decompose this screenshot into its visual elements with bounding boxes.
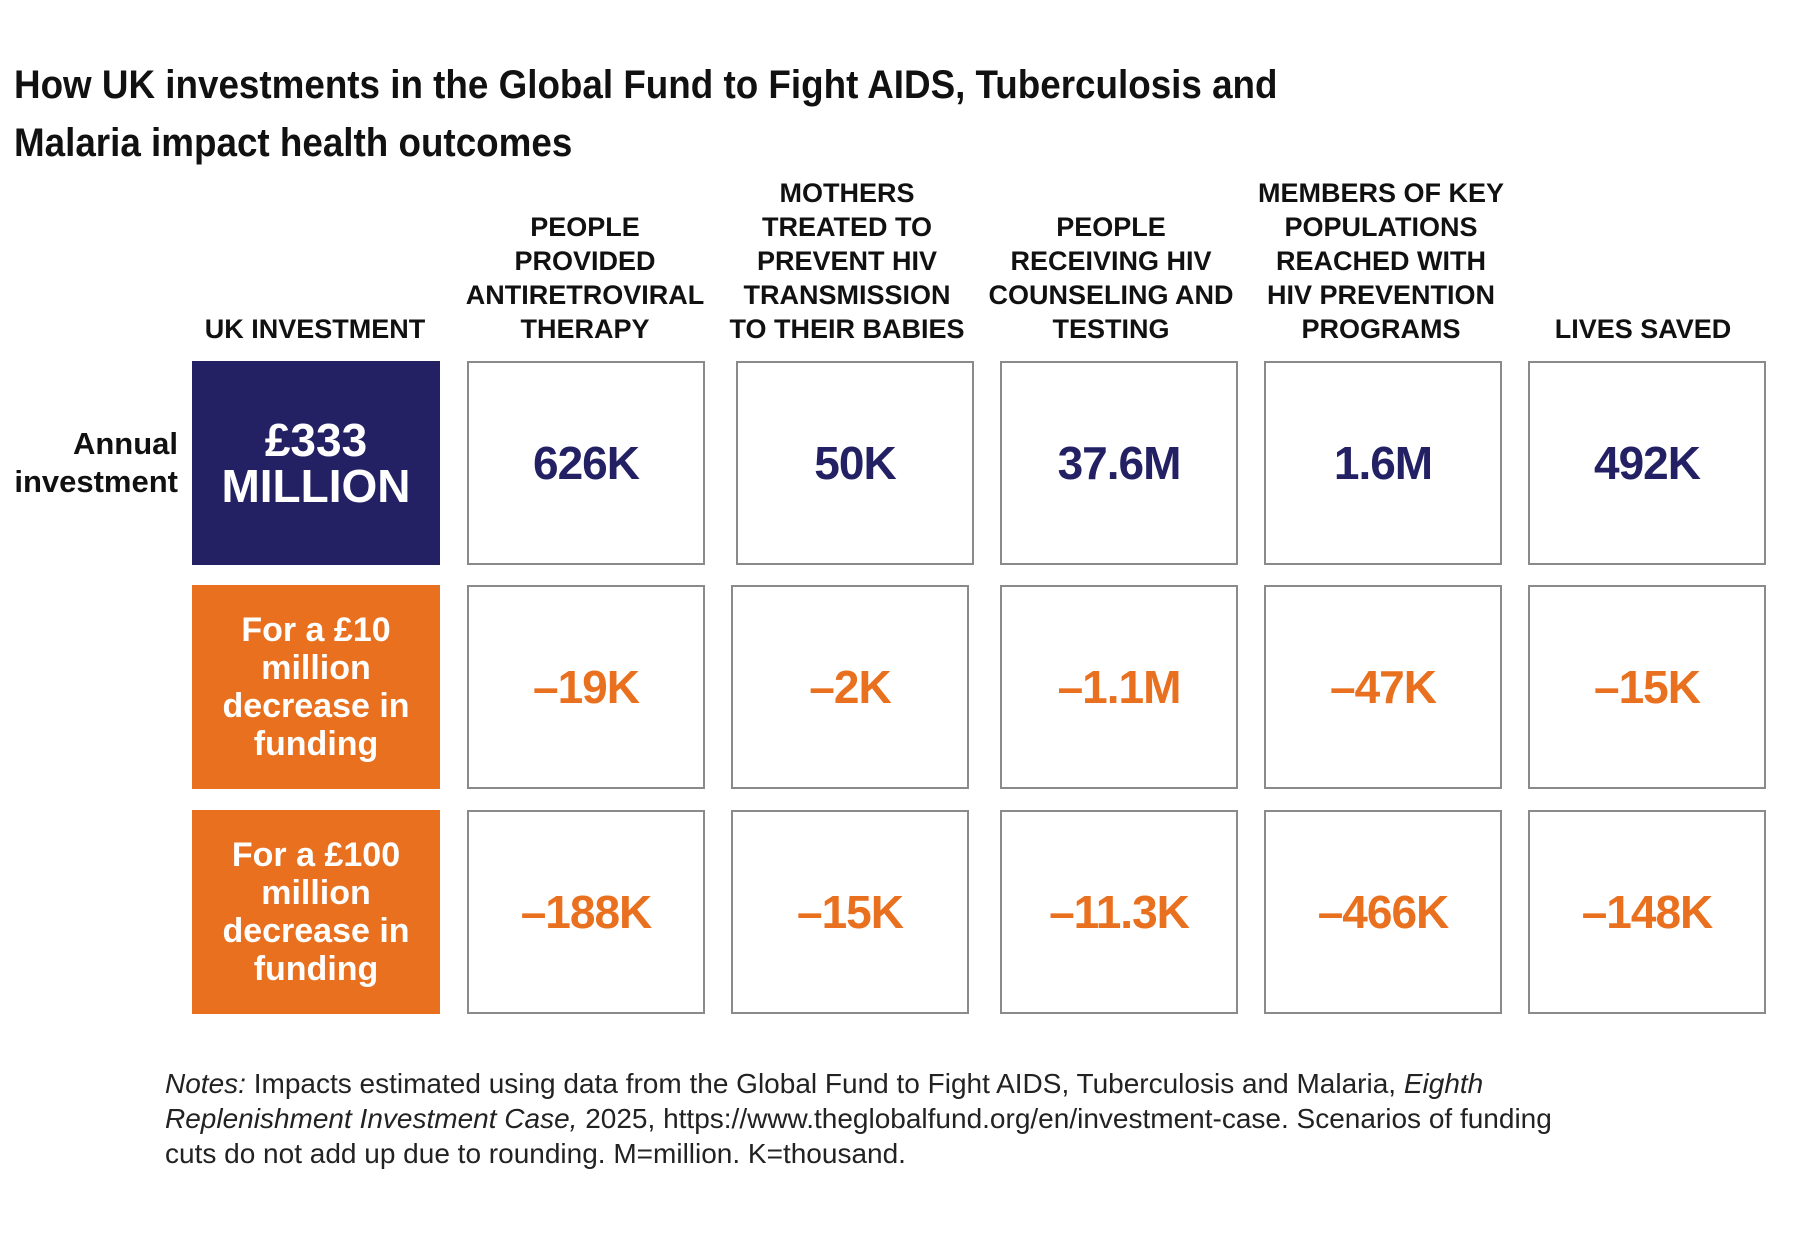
column-header-lives-saved: LIVES SAVED	[1554, 314, 1732, 344]
row-label-annual-investment: Annual investment	[14, 426, 178, 499]
value-cell-annual-antiretroviral: 626K	[467, 361, 705, 565]
column-header-hiv-counseling-testing: PEOPLE RECEIVING HIV COUNSELING AND TEST…	[988, 212, 1234, 344]
notes: Notes: Impacts estimated using data from…	[165, 1066, 1605, 1171]
value-cell-annual-counseling: 37.6M	[1000, 361, 1238, 565]
value-cell-100m-antiretroviral: –188K	[467, 810, 705, 1014]
scenario-cell-10-million: For a £10 million decrease in funding	[192, 585, 440, 789]
investment-amount: £333 MILLION	[221, 414, 411, 512]
value-cell-10m-lives-saved: –15K	[1528, 585, 1766, 789]
value-cell-10m-antiretroviral: –19K	[467, 585, 705, 789]
notes-source-title: Eighth Replenishment Investment Case,	[165, 1068, 1484, 1134]
value-cell-10m-counseling: –1.1M	[1000, 585, 1238, 789]
value-cell-10m-key-populations: –47K	[1264, 585, 1502, 789]
notes-text-2: 2025, https://www.theglobalfund.org/en/i…	[165, 1103, 1552, 1169]
value-cell-annual-lives-saved: 492K	[1528, 361, 1766, 565]
value-cell-annual-mothers: 50K	[736, 361, 974, 565]
column-header-antiretroviral-therapy: PEOPLE PROVIDED ANTIRETROVIRAL THERAPY	[465, 212, 705, 344]
value-cell-100m-key-populations: –466K	[1264, 810, 1502, 1014]
scenario-cell-100-million: For a £100 million decrease in funding	[192, 810, 440, 1014]
value-cell-100m-mothers: –15K	[731, 810, 969, 1014]
column-header-mothers-treated: MOTHERS TREATED TO PREVENT HIV TRANSMISS…	[729, 178, 965, 344]
investment-cell-annual: £333 MILLION	[192, 361, 440, 565]
column-header-uk-investment: UK INVESTMENT	[204, 314, 426, 344]
notes-lead: Notes:	[165, 1068, 246, 1099]
notes-text-1: Impacts estimated using data from the Gl…	[245, 1068, 1404, 1099]
value-cell-100m-counseling: –11.3K	[1000, 810, 1238, 1014]
value-cell-10m-mothers: –2K	[731, 585, 969, 789]
column-header-key-populations: MEMBERS OF KEY POPULATIONS REACHED WITH …	[1257, 178, 1505, 344]
chart-title: How UK investments in the Global Fund to…	[14, 63, 1278, 165]
value-cell-annual-key-populations: 1.6M	[1264, 361, 1502, 565]
value-cell-100m-lives-saved: –148K	[1528, 810, 1766, 1014]
